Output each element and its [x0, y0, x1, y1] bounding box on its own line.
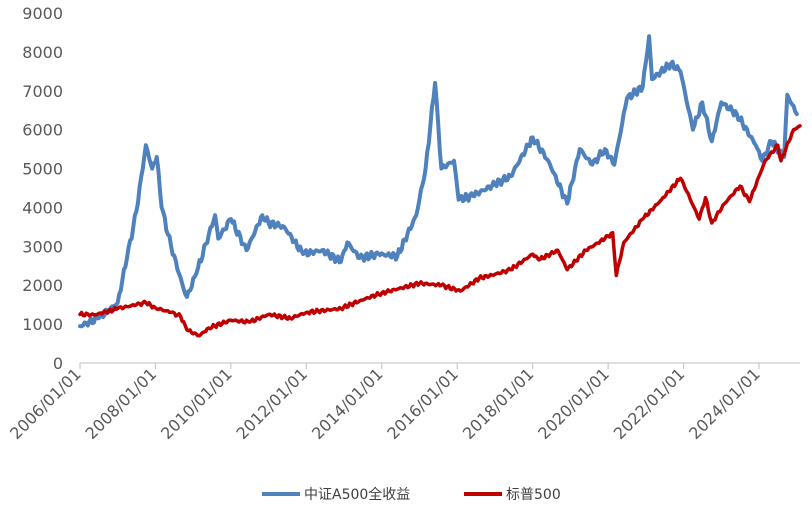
y-tick-label: 2000 [22, 276, 63, 295]
x-tick-label: 2008/01/01 [82, 364, 161, 443]
series-lines [78, 34, 802, 338]
legend-label-sp500: 标普500 [506, 487, 561, 503]
x-tick-label: 2012/01/01 [232, 364, 311, 443]
x-tick-label: 2010/01/01 [157, 364, 236, 443]
x-tick-label: 2020/01/01 [534, 364, 613, 443]
x-tick-label: 2006/01/01 [6, 364, 85, 443]
series-line-sp500 [78, 124, 802, 338]
x-tick-label: 2022/01/01 [610, 364, 689, 443]
legend-label-csi-a500: 中证A500全收益 [304, 486, 410, 503]
y-tick-label: 5000 [22, 160, 63, 179]
y-tick-label: 3000 [22, 237, 63, 256]
y-axis-tick-labels: 0 1000 2000 3000 4000 5000 6000 7000 8000 9000 [22, 4, 63, 373]
y-tick-label: 9000 [22, 4, 63, 23]
y-tick-label: 0 [53, 354, 63, 373]
x-tick-label: 2016/01/01 [383, 364, 462, 443]
y-tick-label: 6000 [22, 121, 63, 140]
y-tick-label: 4000 [22, 198, 63, 217]
x-axis-tick-labels: 2006/01/012008/01/012010/01/012012/01/01… [6, 364, 764, 443]
x-tick-label: 2014/01/01 [308, 364, 387, 443]
y-tick-label: 8000 [22, 43, 63, 62]
x-axis-tick-marks [79, 363, 760, 369]
y-tick-label: 7000 [22, 82, 63, 101]
legend: 中证A500全收益 标普500 [262, 486, 561, 503]
series-line-csi-a500 [78, 34, 799, 329]
x-tick-label: 2024/01/01 [685, 364, 764, 443]
x-tick-label: 2018/01/01 [459, 364, 538, 443]
y-tick-label: 1000 [22, 315, 63, 334]
